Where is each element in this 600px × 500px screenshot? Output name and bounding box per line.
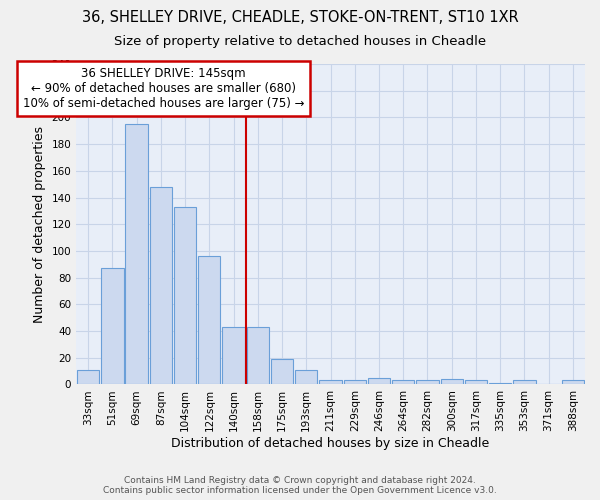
Y-axis label: Number of detached properties: Number of detached properties [33, 126, 46, 322]
Bar [271, 359, 293, 384]
Bar [440, 379, 463, 384]
X-axis label: Distribution of detached houses by size in Cheadle: Distribution of detached houses by size … [172, 437, 490, 450]
Bar [513, 380, 536, 384]
Bar [392, 380, 415, 384]
Bar [101, 268, 124, 384]
Bar [295, 370, 317, 384]
Bar [125, 124, 148, 384]
Bar [465, 380, 487, 384]
Bar [368, 378, 390, 384]
Bar [198, 256, 220, 384]
Bar [223, 327, 245, 384]
Text: 36, SHELLEY DRIVE, CHEADLE, STOKE-ON-TRENT, ST10 1XR: 36, SHELLEY DRIVE, CHEADLE, STOKE-ON-TRE… [82, 10, 518, 25]
Bar [150, 187, 172, 384]
Bar [319, 380, 341, 384]
Bar [247, 327, 269, 384]
Bar [174, 207, 196, 384]
Text: Contains HM Land Registry data © Crown copyright and database right 2024.
Contai: Contains HM Land Registry data © Crown c… [103, 476, 497, 495]
Text: 36 SHELLEY DRIVE: 145sqm
← 90% of detached houses are smaller (680)
10% of semi-: 36 SHELLEY DRIVE: 145sqm ← 90% of detach… [23, 66, 304, 110]
Text: Size of property relative to detached houses in Cheadle: Size of property relative to detached ho… [114, 35, 486, 48]
Bar [562, 380, 584, 384]
Bar [416, 380, 439, 384]
Bar [77, 370, 100, 384]
Bar [489, 383, 511, 384]
Bar [344, 380, 366, 384]
